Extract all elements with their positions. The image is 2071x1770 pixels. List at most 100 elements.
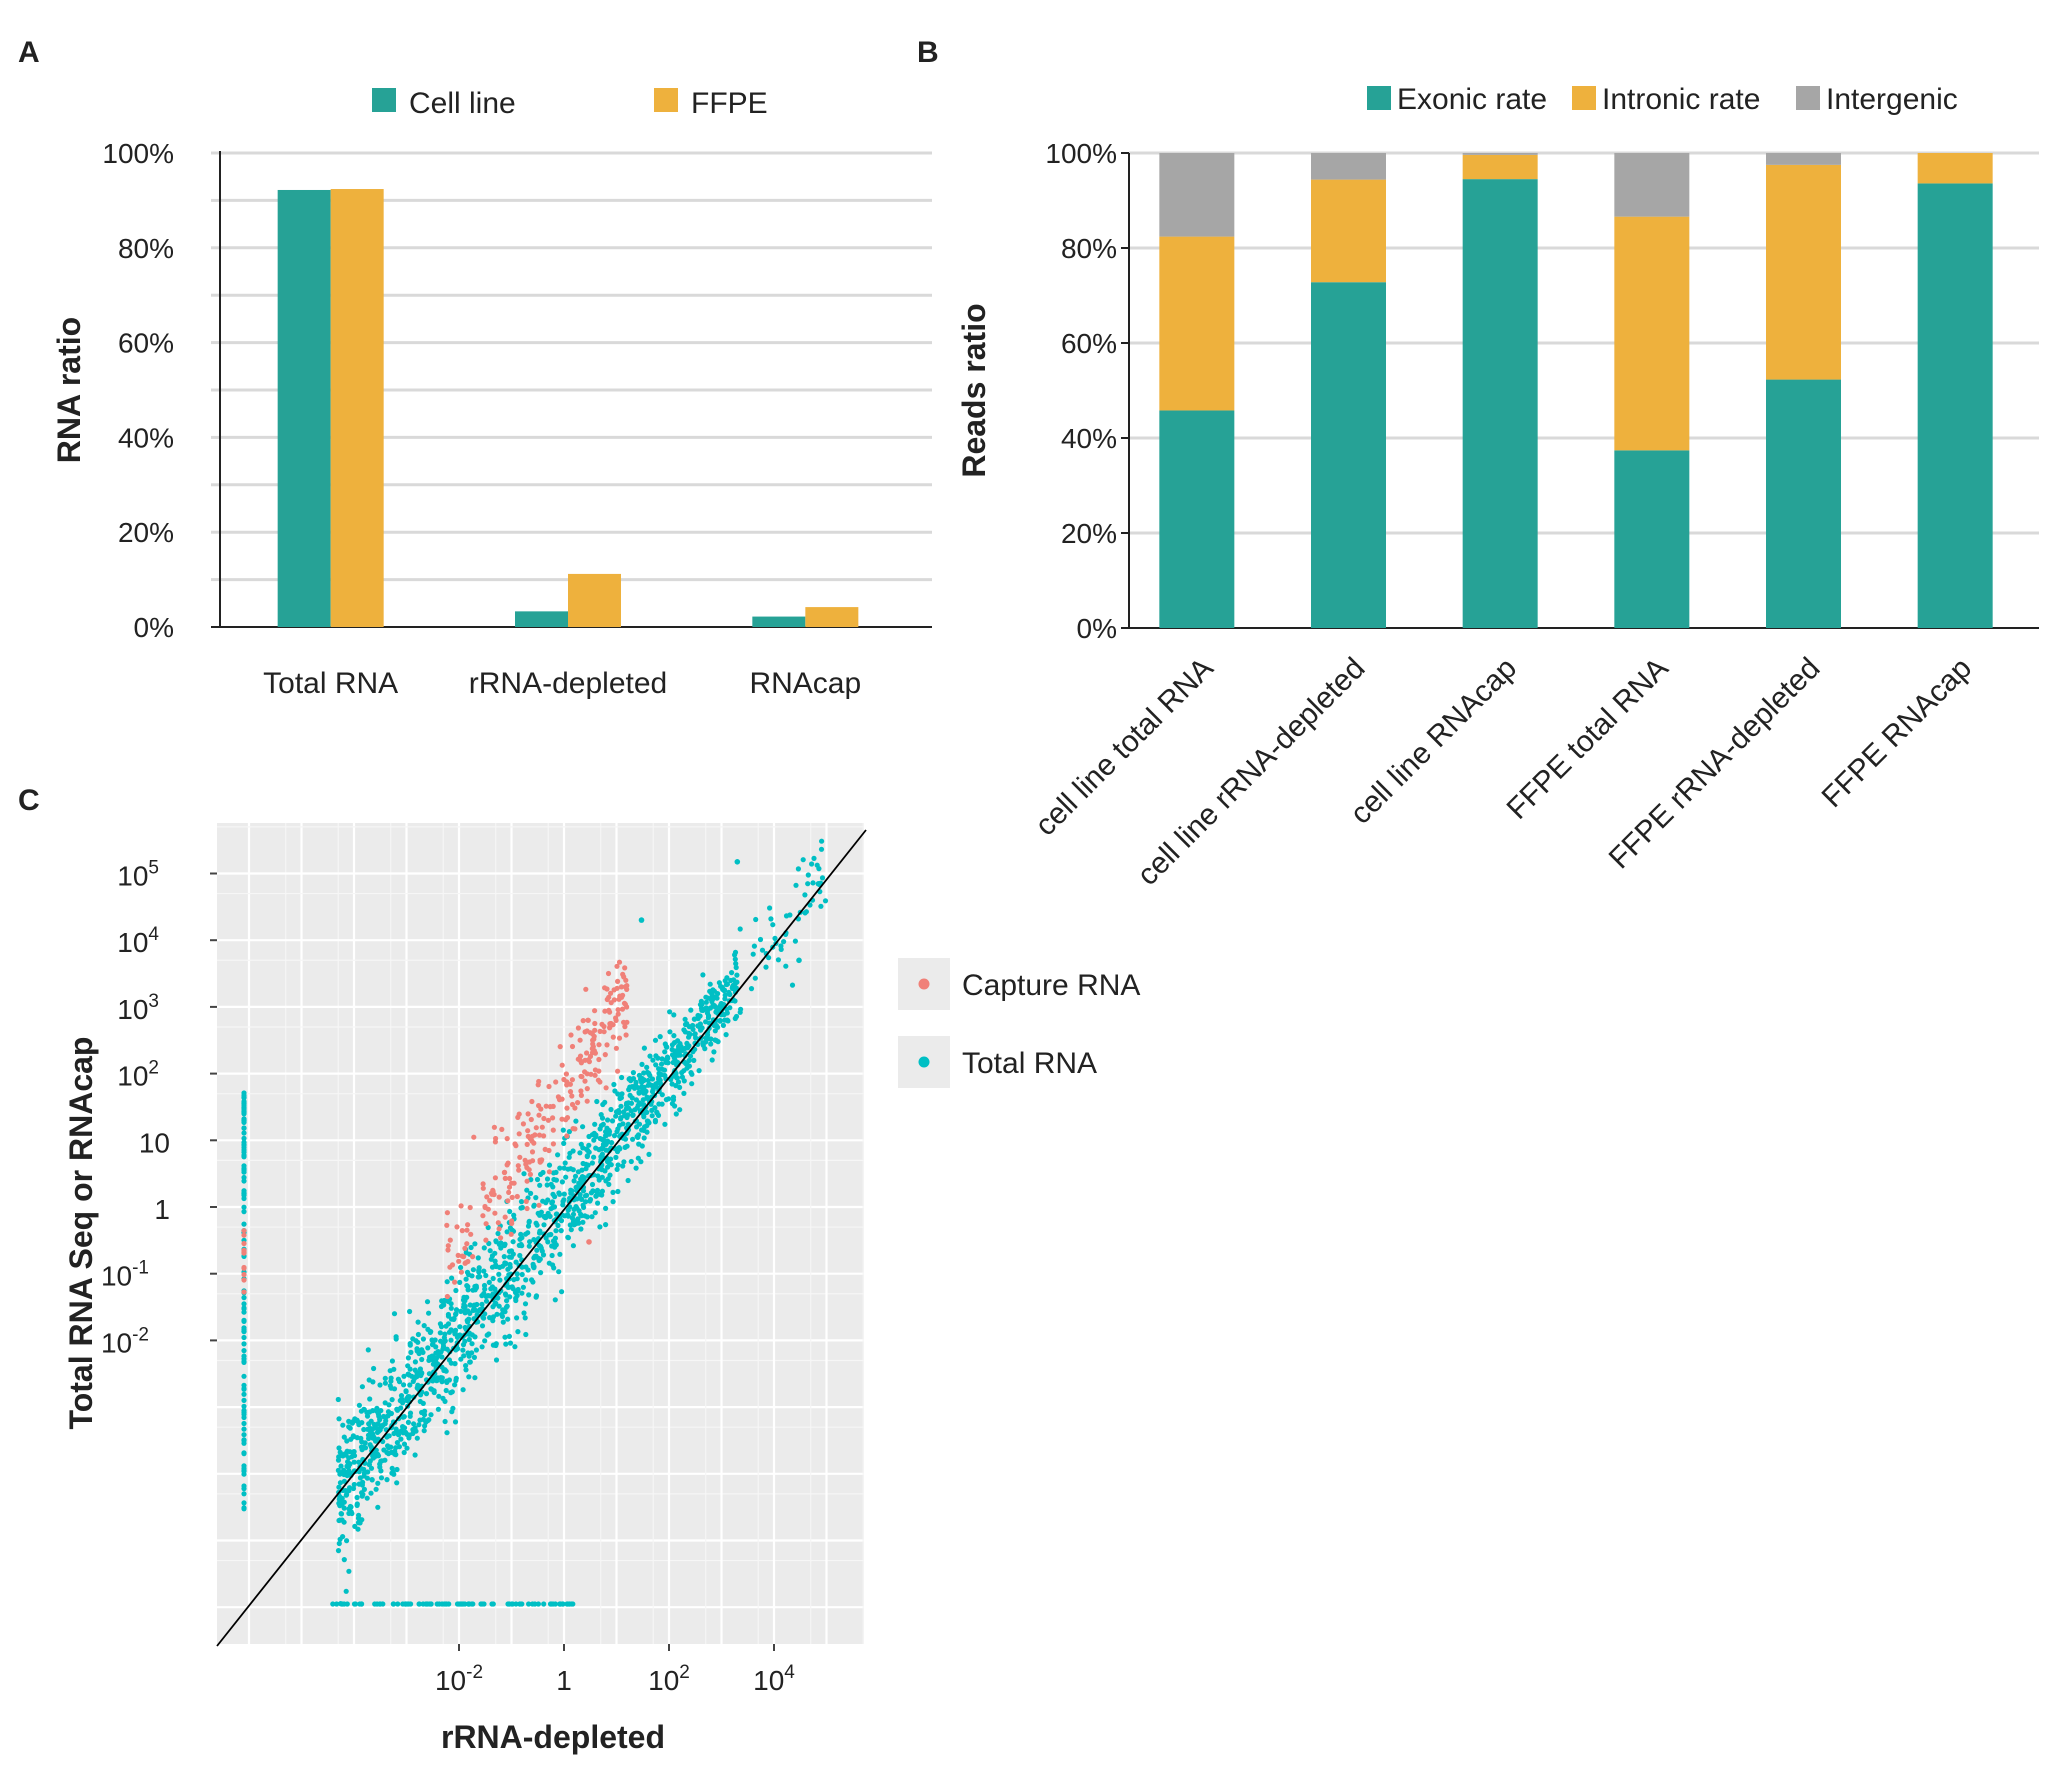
scatter-point-total-rna — [500, 1307, 506, 1313]
scatter-point-capture-rna — [556, 1097, 563, 1103]
scatter-point-capture-rna — [492, 1210, 498, 1216]
scatter-point-total-rna-zero-column — [241, 1411, 247, 1417]
scatter-point-total-rna — [510, 1286, 516, 1292]
scatter-point-capture-rna — [599, 1021, 605, 1027]
scatter-point-total-rna — [606, 1181, 612, 1187]
scatter-point-total-rna — [546, 1232, 552, 1238]
scatter-point-total-rna — [514, 1293, 520, 1299]
scatter-point-total-rna — [595, 1173, 601, 1179]
scatter-point-total-rna — [675, 1079, 682, 1085]
scatter-point-total-rna — [493, 1239, 499, 1245]
scatter-point-capture-rna — [444, 1222, 450, 1228]
scatter-point-total-rna — [403, 1389, 409, 1395]
scatter-point-total-rna — [519, 1271, 525, 1278]
scatter-point-total-rna — [781, 939, 787, 945]
scatter-point-capture-rna — [601, 1029, 607, 1035]
scatter-point-capture-rna — [514, 1193, 520, 1200]
scatter-point-total-rna — [674, 1075, 681, 1081]
scatter-point-total-rna-zero-column — [241, 1373, 247, 1379]
scatter-point-total-rna — [550, 1184, 556, 1190]
scatter-point-total-rna-zero-column — [241, 1135, 247, 1141]
scatter-point-total-rna — [420, 1336, 426, 1342]
scatter-point-total-rna — [568, 1190, 574, 1196]
scatter-point-total-rna — [792, 938, 799, 944]
x-category-label: FFPE total RNA — [1501, 652, 1675, 826]
bar-cell-line-rrna-depleted — [515, 611, 568, 627]
scatter-point-total-rna — [732, 952, 738, 958]
scatter-point-total-rna — [521, 1310, 527, 1316]
scatter-point-total-rna-zero-column — [241, 1306, 247, 1312]
scatter-point-capture-rna — [582, 1057, 588, 1063]
scatter-point-total-rna — [683, 1045, 689, 1051]
scatter-point-capture-rna — [602, 1052, 608, 1058]
scatter-point-total-rna — [583, 1199, 589, 1205]
scatter-point-total-rna — [650, 1057, 656, 1063]
scatter-point-outlier — [622, 984, 629, 990]
scatter-point-total-rna — [460, 1347, 466, 1353]
scatter-point-capture-rna — [614, 985, 620, 991]
scatter-point-total-rna — [412, 1374, 418, 1380]
scatter-point-total-rna — [584, 1153, 591, 1159]
scatter-point-total-rna — [763, 964, 769, 970]
scatter-point-total-rna — [398, 1428, 404, 1434]
scatter-point-total-rna — [557, 1251, 563, 1257]
legend-label-intronic-rate: Intronic rate — [1602, 83, 1760, 116]
scatter-point-total-rna — [433, 1362, 439, 1368]
scatter-point-total-rna — [431, 1358, 437, 1365]
scatter-point-total-rna — [406, 1435, 412, 1441]
scatter-point-total-rna — [625, 1105, 632, 1111]
bar-cell-line-total-rna — [277, 189, 331, 628]
scatter-point-total-rna — [502, 1241, 508, 1247]
scatter-point-total-rna — [703, 1019, 709, 1025]
legend-marker-capture-rna — [918, 978, 930, 990]
scatter-point-capture-rna — [543, 1103, 549, 1109]
scatter-point-total-rna — [435, 1406, 441, 1412]
scatter-point-total-rna — [662, 1121, 668, 1127]
scatter-point-total-rna — [426, 1371, 432, 1377]
scatter-point-total-rna — [378, 1458, 384, 1464]
scatter-point-total-rna — [567, 1150, 573, 1156]
scatter-point-capture-rna-zero-column — [241, 1271, 247, 1278]
scatter-point-total-rna — [708, 1041, 714, 1047]
scatter-point-capture-rna — [452, 1279, 458, 1285]
scatter-point-total-rna — [570, 1218, 577, 1225]
legend-swatch-exonic-rate — [1367, 86, 1391, 110]
scatter-point-total-rna — [453, 1375, 459, 1381]
scatter-point-capture-rna — [620, 992, 626, 998]
scatter-point-total-rna — [489, 1264, 496, 1270]
scatter-point-total-rna — [734, 972, 740, 978]
legend-label-intergenic: Intergenic — [1826, 83, 1958, 116]
scatter-point-capture-rna — [585, 1017, 591, 1023]
scatter-point-total-rna — [471, 1305, 477, 1311]
scatter-point-total-rna — [467, 1359, 473, 1365]
scatter-point-total-rna — [446, 1329, 452, 1335]
scatter-point-total-rna — [621, 1109, 627, 1115]
scatter-point-total-rna — [690, 1026, 696, 1032]
scatter-point-total-rna — [673, 1083, 679, 1089]
scatter-point-total-rna — [522, 1315, 528, 1321]
scatter-point-total-rna — [517, 1236, 523, 1242]
scatter-point-total-rna — [783, 963, 789, 969]
bar-segment-exonic-rate-ffpe-rrna-depleted — [1766, 379, 1841, 628]
scatter-point-total-rna-zero-column — [241, 1403, 247, 1409]
scatter-point-total-rna — [446, 1357, 452, 1363]
scatter-point-total-rna — [805, 872, 811, 878]
scatter-point-total-rna — [647, 1053, 653, 1059]
scatter-point-capture-rna — [546, 1169, 553, 1175]
scatter-point-total-rna — [384, 1477, 390, 1483]
legend-label-cell-line: Cell line — [409, 87, 516, 120]
scatter-point-total-rna — [712, 1037, 718, 1043]
scatter-point-capture-rna — [592, 1067, 599, 1073]
scatter-point-total-rna — [458, 1264, 464, 1271]
scatter-point-total-rna — [461, 1294, 467, 1300]
scatter-point-total-rna — [420, 1349, 426, 1355]
scatter-point-total-rna — [819, 875, 826, 881]
x-category-label: rRNA-depleted — [469, 667, 667, 700]
scatter-point-total-rna — [537, 1228, 543, 1234]
scatter-point-total-rna — [510, 1251, 516, 1257]
scatter-point-capture-rna — [605, 970, 612, 977]
scatter-point-total-rna — [349, 1454, 355, 1460]
scatter-point-capture-rna — [546, 1083, 552, 1090]
scatter-point-total-rna — [722, 992, 728, 998]
scatter-point-total-rna — [807, 902, 813, 908]
